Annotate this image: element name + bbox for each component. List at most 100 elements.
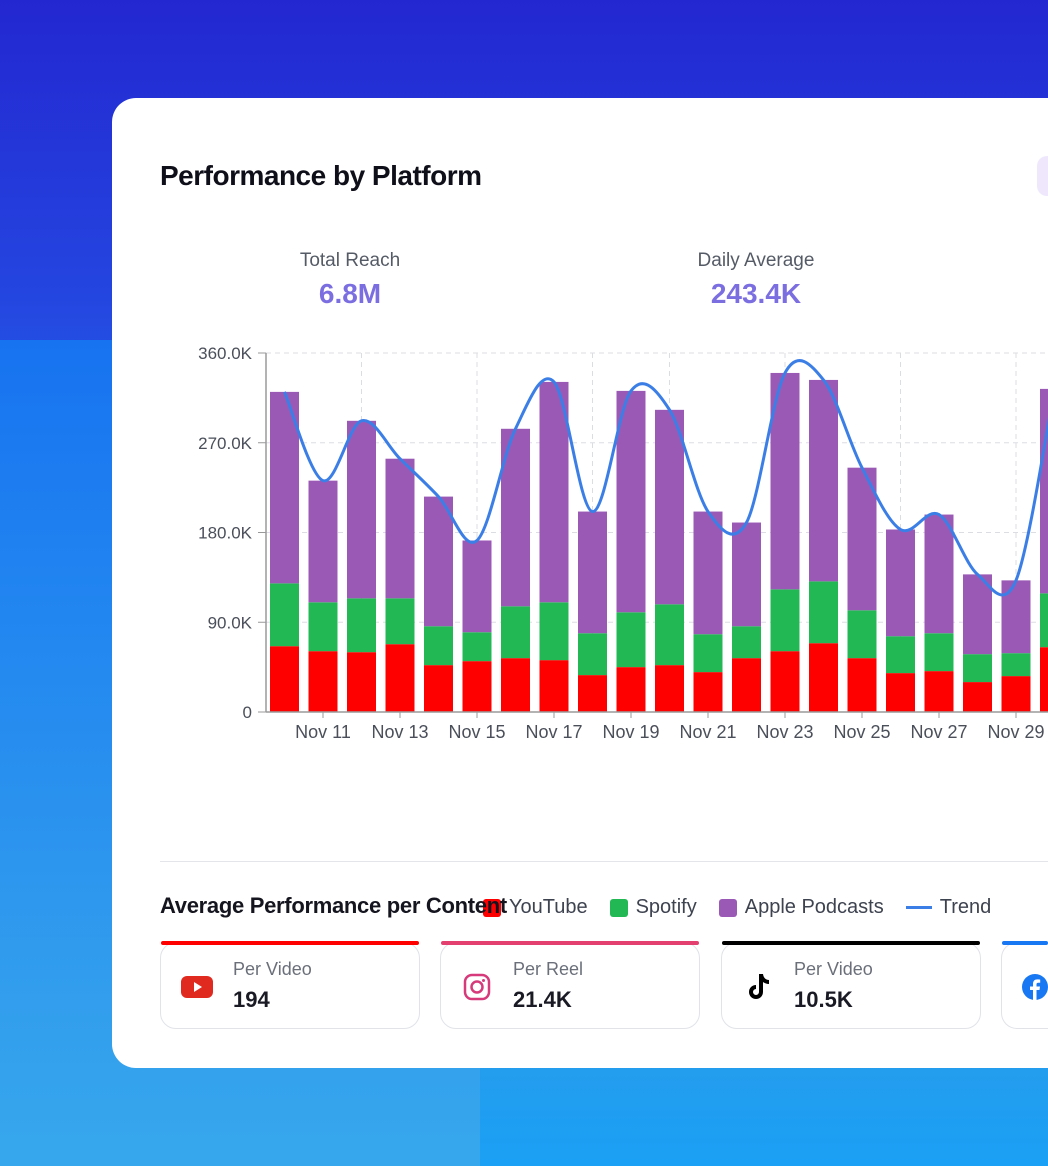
bar-apple-podcasts [424,496,453,627]
bar-apple-podcasts [924,514,954,634]
bar-spotify [924,633,954,672]
accent-bar [161,941,419,945]
bar-youtube [847,658,877,712]
bar-youtube [1001,676,1031,712]
options-button[interactable] [1037,156,1048,196]
bar-spotify [693,634,723,673]
y-tick-label: 270.0K [198,434,253,453]
bar-youtube [347,652,376,712]
bar-spotify [347,598,376,653]
bar-youtube [1040,647,1048,712]
legend-swatch-apple [718,898,737,917]
page-title: Performance by Platform [160,160,482,191]
bar-youtube [770,651,800,712]
platform-card-facebook[interactable] [1001,941,1048,1029]
bar-spotify [847,610,877,659]
bar-spotify [578,633,607,676]
bar-apple-podcasts [693,511,723,635]
bar-spotify [886,636,915,674]
bar-apple-podcasts [308,480,338,603]
bar-youtube [385,644,415,712]
stat-label: Total Reach [299,250,401,271]
legend-label: Trend [939,896,992,918]
bar-youtube [809,643,838,712]
metric-value: 21.4K [513,987,572,1012]
x-tick-label: Nov 17 [525,722,582,742]
bar-apple-podcasts [1040,388,1048,594]
metric-label: Per Video [233,959,312,979]
bar-youtube [308,651,338,712]
platform-card-instagram[interactable]: Per Reel 21.4K [440,941,700,1029]
bar-apple-podcasts [732,522,761,627]
metric-value: 194 [233,987,270,1012]
bar-spotify [963,654,992,683]
bar-apple-podcasts [1001,580,1031,654]
bar-spotify [809,581,838,644]
metric-label: Per Reel [513,959,584,979]
x-tick-label: Nov 29 [987,722,1044,742]
divider [160,861,1048,862]
bar-youtube [539,660,569,712]
bar-apple-podcasts [809,379,838,582]
bar-spotify [308,602,338,652]
legend-swatch-youtube [483,898,501,917]
bar-youtube [424,665,453,712]
bar-apple-podcasts [539,381,569,603]
bar-spotify [462,632,492,662]
metric-value: 10.5K [794,987,853,1012]
bar-apple-podcasts [347,420,376,599]
stat-label: Daily Average [697,250,815,271]
x-tick-label: Nov 11 [295,722,351,742]
bar-spotify [385,598,415,645]
bar-apple-podcasts [886,529,915,637]
bar-youtube [462,661,492,712]
y-tick-label: 360.0K [198,344,253,363]
bar-spotify [501,606,530,659]
bar-youtube [655,665,684,712]
y-tick-label: 0 [243,703,252,722]
stat-daily-average: Daily Average 243.4K [636,250,876,310]
instagram-icon [463,973,491,1001]
bar-spotify [732,626,761,659]
youtube-icon [181,976,213,998]
bar-spotify [539,602,569,661]
bar-apple-podcasts [578,511,607,634]
x-tick-label: Nov 25 [833,722,890,742]
bar-apple-podcasts [462,540,492,633]
accent-bar [441,941,699,945]
bar-apple-podcasts [385,458,415,599]
metric-label: Per Video [794,959,873,979]
stat-value: 6.8M [318,278,382,309]
bar-apple-podcasts [655,409,684,605]
bar-apple-podcasts [616,390,646,613]
legend: YouTube Spotify Apple Podcasts Trend [483,896,991,919]
bar-youtube [616,667,646,712]
bar-youtube [270,646,299,712]
stat-total-reach: Total Reach 6.8M [230,250,470,310]
legend-swatch-spotify [609,898,628,917]
bar-youtube [693,672,723,712]
bar-spotify [270,583,299,647]
bar-spotify [616,612,646,668]
bar-apple-podcasts [847,467,877,611]
bar-spotify [770,589,800,652]
platform-card-youtube[interactable]: Per Video 194 [160,941,420,1029]
facebook-icon [1022,974,1048,1000]
bar-spotify [1001,653,1031,677]
x-tick-label: Nov 23 [756,722,813,742]
bar-spotify [655,604,684,666]
bar-youtube [578,675,607,712]
legend-swatch-trend [905,906,932,909]
y-tick-label: 180.0K [198,524,253,543]
section-title: Average Performance per Content [160,893,507,918]
x-tick-label: Nov 21 [679,722,736,742]
stat-value: 243.4K [710,278,802,309]
bar-youtube [501,658,530,712]
bar-spotify [1040,593,1048,648]
platform-card-tiktok[interactable]: Per Video 10.5K [721,941,981,1029]
trend-line [283,359,1048,597]
bar-youtube [924,671,954,712]
bar-youtube [732,658,761,712]
bar-apple-podcasts [963,574,992,655]
